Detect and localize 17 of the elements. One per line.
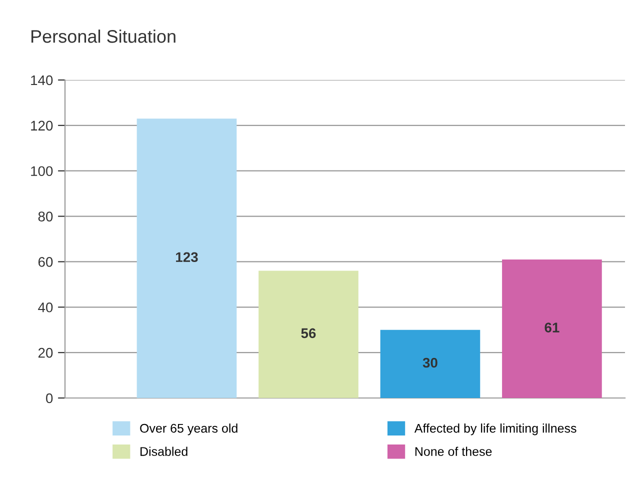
data-label: 123 [176,252,198,262]
legend-label: None of these [415,446,492,456]
legend-label: Disabled [140,446,188,456]
data-label: 30 [422,358,438,368]
y-tick-label: 20 [38,348,53,358]
y-tick-label: 100 [31,166,53,176]
chart-title: Personal Situation [31,30,176,43]
y-tick-label: 80 [38,212,53,222]
y-tick-label: 0 [46,393,53,404]
data-label: 56 [301,328,316,338]
y-tick-label: 60 [38,257,53,267]
data-label: 61 [544,322,560,332]
y-tick-label: 40 [38,302,53,312]
legend-label: Affected by life limiting illness [414,424,576,436]
legend-label: Over 65 years old [140,424,238,436]
y-tick-label: 120 [31,120,53,131]
y-tick-label: 140 [31,75,53,86]
